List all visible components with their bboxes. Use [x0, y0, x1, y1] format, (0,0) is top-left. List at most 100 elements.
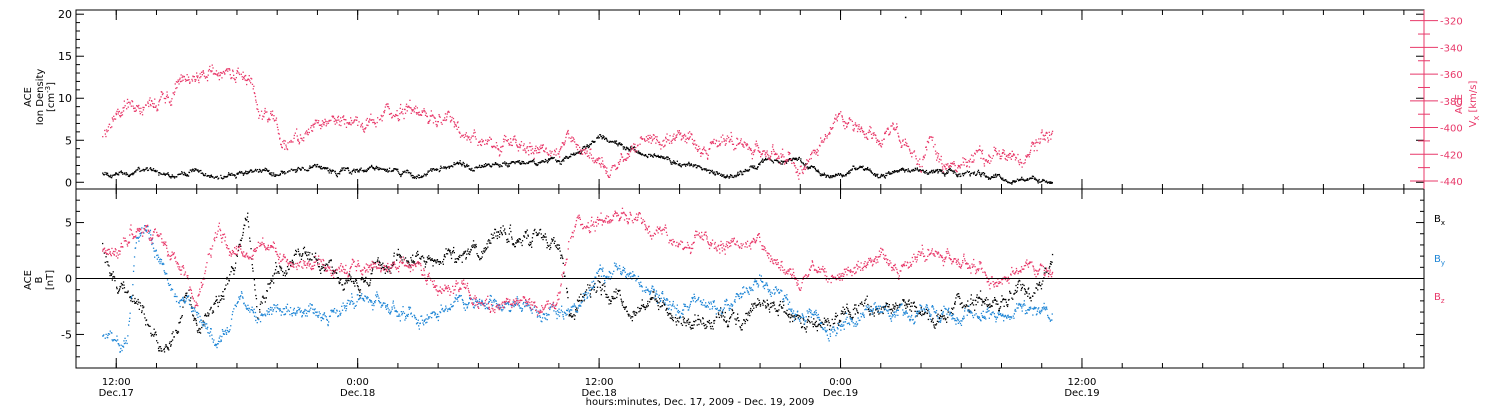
data-point: [1009, 156, 1011, 159]
data-point: [421, 111, 424, 113]
data-point: [363, 280, 365, 282]
data-point: [622, 306, 625, 308]
data-point: [487, 246, 489, 248]
data-point: [351, 122, 353, 124]
data-point: [292, 141, 294, 143]
data-point: [506, 139, 508, 142]
data-point: [454, 261, 456, 263]
data-point: [723, 320, 725, 322]
data-point: [743, 141, 745, 143]
data-point: [139, 110, 141, 113]
data-point: [811, 151, 813, 153]
data-point: [108, 175, 110, 177]
data-point: [675, 135, 677, 137]
data-point: [451, 252, 453, 254]
data-point: [185, 300, 187, 302]
data-point: [588, 157, 591, 159]
data-point: [150, 105, 152, 107]
data-point: [399, 173, 401, 175]
data-point: [536, 147, 539, 149]
data-point: [249, 311, 251, 313]
data-point: [849, 172, 851, 174]
data-point: [437, 121, 439, 123]
data-point: [855, 167, 857, 169]
data-point: [837, 324, 840, 326]
data-point: [566, 291, 568, 294]
data-point: [656, 300, 658, 302]
data-point: [844, 311, 846, 313]
data-point: [830, 128, 832, 130]
data-point: [274, 272, 276, 274]
data-point: [475, 246, 477, 248]
data-point: [973, 159, 975, 161]
data-point: [120, 170, 122, 172]
data-point: [452, 166, 454, 168]
data-point: [877, 140, 880, 143]
data-point: [332, 272, 334, 274]
data-point: [602, 163, 604, 165]
data-point: [428, 122, 430, 124]
data-point: [867, 131, 869, 134]
data-point: [935, 153, 937, 155]
data-point: [605, 293, 607, 295]
bottom-panel-points: [102, 207, 1054, 353]
data-point: [178, 83, 180, 85]
data-point: [175, 87, 177, 90]
data-point: [793, 162, 795, 164]
data-point: [858, 167, 860, 169]
data-point: [212, 73, 215, 75]
data-point: [1023, 284, 1025, 287]
data-point: [294, 171, 297, 173]
data-point: [390, 272, 392, 274]
data-point: [614, 297, 616, 300]
data-point: [687, 132, 689, 134]
data-point: [891, 125, 893, 127]
data-point: [995, 150, 997, 153]
data-point: [311, 130, 314, 132]
data-point: [800, 160, 802, 162]
data-point: [970, 172, 973, 174]
data-point: [783, 163, 786, 165]
data-point: [674, 163, 676, 165]
data-point: [678, 131, 680, 134]
data-point: [717, 312, 720, 314]
data-point: [359, 169, 362, 171]
data-point: [165, 95, 168, 98]
data-point: [112, 271, 114, 273]
data-point: [700, 321, 702, 323]
data-point: [354, 170, 356, 172]
data-point: [580, 152, 582, 154]
data-point: [959, 303, 961, 305]
data-point: [392, 114, 395, 117]
data-point: [253, 170, 255, 172]
data-point: [415, 177, 417, 180]
data-point: [907, 170, 909, 173]
data-point: [712, 142, 715, 144]
data-point: [684, 322, 686, 324]
data-point: [225, 333, 228, 335]
data-point: [301, 137, 303, 140]
data-point: [343, 167, 345, 169]
data-point: [296, 135, 298, 137]
data-point: [154, 250, 156, 252]
data-point: [1049, 263, 1052, 265]
data-point: [897, 170, 899, 172]
data-point: [962, 157, 964, 159]
data-point: [522, 145, 525, 147]
data-point: [977, 297, 979, 299]
data-point: [984, 303, 986, 305]
data-point: [227, 70, 229, 72]
data-point: [312, 165, 314, 167]
data-point: [633, 313, 635, 315]
data-point: [331, 115, 334, 117]
data-point: [233, 269, 236, 272]
data-point: [669, 135, 671, 137]
data-point: [415, 255, 417, 257]
data-point: [604, 138, 606, 140]
data-point: [698, 323, 700, 326]
data-point: [183, 300, 185, 302]
data-point: [388, 269, 390, 271]
data-point: [773, 304, 776, 306]
data-point: [433, 168, 435, 170]
data-point: [764, 152, 767, 154]
